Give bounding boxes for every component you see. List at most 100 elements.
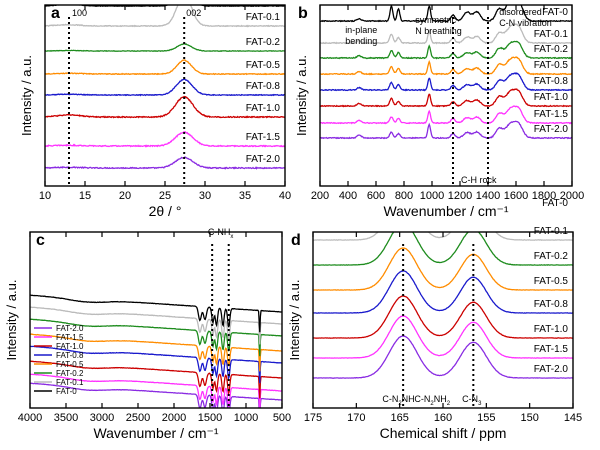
series-label-FAT-1.5: FAT-1.5: [534, 109, 569, 120]
plot-area: [45, 5, 285, 170]
series-line-FAT-0.5: [30, 333, 282, 372]
panel-label: a: [51, 5, 60, 22]
series-label-FAT-0.1: FAT-0.1: [534, 29, 569, 40]
x-tick-label: 40: [279, 190, 291, 202]
series-line-FAT-0.2: [30, 318, 282, 357]
annotation-disordered: disordered: [499, 7, 542, 17]
legend: FAT-2.0FAT-1.5FAT-1.0FAT-0.8FAT-0.5FAT-0…: [34, 324, 84, 396]
series-label-FAT-0.5: FAT-0.5: [534, 60, 569, 71]
series-label-FAT-0.8: FAT-0.8: [534, 299, 569, 310]
annotation-ch-rock: C-H rock: [461, 175, 497, 185]
annotation-n-breathing: N breathing: [415, 26, 462, 36]
series-line-FAT-2.0: [45, 156, 285, 170]
legend-label-FAT-0: FAT-0: [56, 387, 77, 396]
x-tick-label: 2000: [162, 412, 186, 424]
x-tick-label: 35: [239, 190, 251, 202]
annotation-cn2nh: C-N2NH: [382, 394, 414, 407]
x-tick-label: 1200: [448, 190, 472, 202]
x-axis-label: Chemical shift / ppm: [380, 425, 507, 441]
series-line-FAT-0.5: [45, 59, 285, 76]
x-tick-label: 1000: [234, 412, 258, 424]
x-tick-label: 165: [390, 412, 408, 424]
x-tick-label: 25: [159, 190, 171, 202]
series-line-FAT-0.8: [45, 78, 285, 97]
panel-a: FAT-2.0 FAT-1.5 FAT-1.0 FAT-0.8 FAT-0.5 FAT-0…: [19, 0, 291, 219]
x-tick-label: 15: [79, 190, 91, 202]
x-tick-label: 3500: [54, 412, 78, 424]
x-tick-label: 4000: [18, 412, 42, 424]
series-label-FAT-0: FAT-0: [254, 0, 280, 3]
series-line-FAT-0.8: [30, 345, 282, 384]
series-label-FAT-0: FAT-0: [542, 7, 568, 18]
x-tick-label: 400: [339, 190, 357, 202]
y-axis-label: Intensity / a.u.: [19, 55, 34, 136]
series-line-FAT-1.0: [45, 95, 285, 119]
series-label-FAT-1.5: FAT-1.5: [534, 344, 569, 355]
series-line-FAT-0.8: [313, 270, 573, 314]
series-line-FAT-0.1: [320, 23, 572, 45]
annotation-002: 002: [186, 8, 201, 18]
x-tick-label: 155: [477, 412, 495, 424]
plot-area: [320, 5, 572, 140]
series-label-FAT-1.0: FAT-1.0: [534, 92, 569, 103]
series-line-FAT-1.0: [320, 88, 572, 108]
series-label-FAT-2.0: FAT-2.0: [246, 154, 281, 165]
x-tick-label: 30: [199, 190, 211, 202]
series-line-FAT-0: [30, 294, 282, 333]
x-axis-label: 2θ / °: [149, 203, 182, 219]
annotation-cn2nh2: C-N2NH2: [414, 394, 450, 407]
panel-b: FAT-2.0 FAT-1.5 FAT-1.0 FAT-0.8 FAT-0.5 FAT-0…: [294, 4, 584, 219]
series-line-FAT-0.8: [320, 72, 572, 92]
legend-label-FAT-0.2: FAT-0.2: [56, 369, 84, 378]
series-label-FAT-0.1: FAT-0.1: [246, 12, 281, 23]
x-axis-label: Wavenumber / cm⁻¹: [93, 425, 218, 441]
x-tick-label: 10: [39, 190, 51, 202]
x-tick-label: 800: [395, 190, 413, 202]
annotation-cn-vibration: C-N vibration: [499, 18, 552, 28]
y-axis-label: Intensity / a.u.: [294, 55, 309, 136]
x-tick-label: 1400: [476, 190, 500, 202]
series-line-FAT-0.2: [45, 43, 285, 53]
x-axis-label: Wavenumber / cm⁻¹: [383, 203, 508, 219]
legend-label-FAT-0.5: FAT-0.5: [56, 360, 84, 369]
x-tick-label: 600: [367, 190, 385, 202]
panel-d: FAT-2.0 FAT-1.5 FAT-1.0 FAT-0.8 FAT-0.5 FAT-0…: [287, 198, 582, 441]
legend-label-FAT-1.5: FAT-1.5: [56, 333, 84, 342]
annotation-bending: bending: [345, 36, 377, 46]
x-tick-label: 3000: [90, 412, 114, 424]
series-line-FAT-0.5: [313, 247, 573, 291]
legend-label-FAT-1.0: FAT-1.0: [56, 342, 84, 351]
series-line-FAT-1.5: [45, 130, 285, 148]
y-axis-label: Intensity / a.u.: [287, 280, 302, 361]
x-tick-label: 200: [311, 190, 329, 202]
plot-frame: [319, 4, 573, 187]
legend-label-FAT-2.0: FAT-2.0: [56, 324, 84, 333]
x-tick-label: 2500: [126, 412, 150, 424]
series-line-FAT-1.5: [313, 315, 573, 359]
series-line-FAT-2.0: [30, 382, 282, 408]
x-tick-label: 145: [564, 412, 582, 424]
series-line-FAT-1.0: [30, 360, 282, 399]
x-tick-label: 500: [273, 412, 291, 424]
series-line-FAT-0: [320, 5, 572, 23]
series-label-FAT-1.0: FAT-1.0: [246, 103, 281, 114]
x-tick-label: 175: [304, 412, 322, 424]
series-line-FAT-1.5: [320, 105, 572, 125]
x-tick-label: 160: [434, 412, 452, 424]
panel-label: b: [298, 5, 308, 22]
series-line-FAT-0.1: [45, 5, 285, 28]
annotation-symmetric: symmetric: [415, 15, 456, 25]
series-line-FAT-2.0: [313, 335, 573, 379]
series-label-FAT-0.8: FAT-0.8: [534, 76, 569, 87]
x-tick-label: 20: [119, 190, 131, 202]
y-axis-label: Intensity / a.u.: [4, 280, 19, 361]
annotation-100: 100: [72, 8, 87, 18]
series-label-FAT-2.0: FAT-2.0: [534, 364, 569, 375]
legend-label-FAT-0.8: FAT-0.8: [56, 351, 84, 360]
series-line-FAT-0.2: [313, 232, 573, 266]
series-label-FAT-0.2: FAT-0.2: [534, 44, 569, 55]
x-tick-label: 1000: [420, 190, 444, 202]
series-label-FAT-0.5: FAT-0.5: [246, 60, 281, 71]
series-line-FAT-1.0: [313, 295, 573, 339]
series-line-FAT-1.5: [30, 373, 282, 408]
